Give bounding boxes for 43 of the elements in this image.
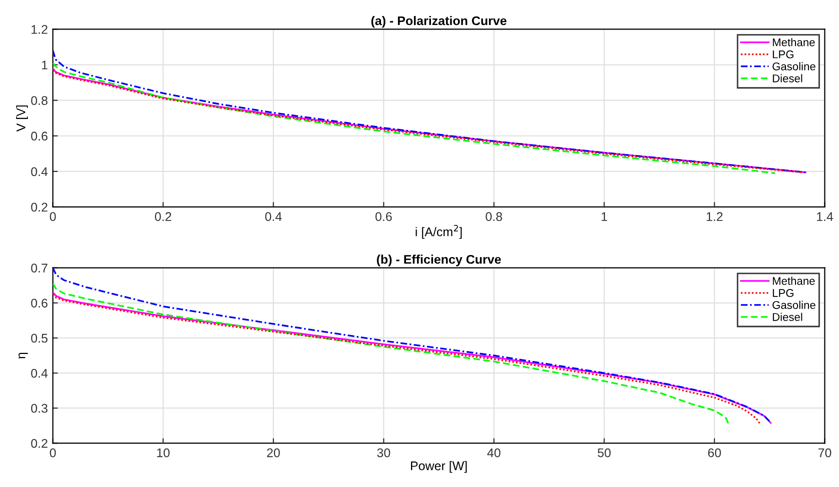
x-tick-label: 0.8	[486, 212, 502, 222]
x-tick-label: 0	[50, 448, 56, 458]
legend-label: Gasoline	[772, 62, 816, 70]
x-tick-label: 40	[487, 448, 500, 458]
legend-label: Gasoline	[772, 300, 816, 309]
y-tick-label: 0.2	[31, 438, 48, 448]
x-tick-label: 50	[598, 448, 611, 458]
x-tick-label: 1.2	[706, 212, 723, 221]
legend-label: Diesel	[772, 312, 802, 321]
x-tick-label: 30	[377, 448, 390, 458]
x-tick-label: 1.4	[817, 212, 834, 221]
legend-label: LPG	[772, 50, 794, 58]
y-tick-label: 0.6	[31, 132, 48, 141]
chart-title: (a) - Polarization Curve	[371, 16, 506, 28]
chart-title: (b) - Efficiency Curve	[376, 254, 501, 266]
x-tick-label: 0.2	[154, 212, 172, 222]
legend-label: Methane	[772, 38, 815, 46]
x-axis-title: Power [W]	[411, 461, 467, 473]
y-axis-title: V [V]	[16, 105, 28, 132]
x-tick-label: 0	[50, 212, 56, 222]
x-tick-label: 60	[708, 448, 721, 458]
y-axis-title: η	[18, 352, 28, 358]
x-tick-label: 0.6	[375, 212, 392, 222]
legend-label: Methane	[772, 276, 815, 285]
x-tick-label: 1	[602, 212, 608, 221]
x-tick-label: 20	[267, 448, 280, 458]
y-tick-label: 0.5	[31, 334, 48, 343]
y-tick-label: 0.4	[31, 368, 48, 378]
y-tick-label: 1	[42, 60, 48, 70]
line-series	[52, 268, 770, 422]
y-tick-label: 0.2	[31, 202, 48, 212]
x-tick-label: 10	[157, 448, 170, 458]
x-tick-label: 0.4	[265, 212, 282, 222]
y-tick-label: 0.8	[31, 96, 48, 105]
legend-label: Diesel	[772, 74, 802, 82]
y-tick-label: 0.6	[31, 298, 48, 308]
legend-label: LPG	[772, 289, 794, 297]
x-tick-label: 70	[818, 448, 832, 458]
y-tick-label: 0.7	[31, 264, 48, 272]
y-tick-label: 0.4	[31, 167, 48, 176]
y-tick-label: 0.3	[31, 404, 48, 413]
y-tick-label: 1.2	[32, 25, 48, 34]
x-axis-title: i [A/cm$^{2}$]	[416, 224, 462, 239]
